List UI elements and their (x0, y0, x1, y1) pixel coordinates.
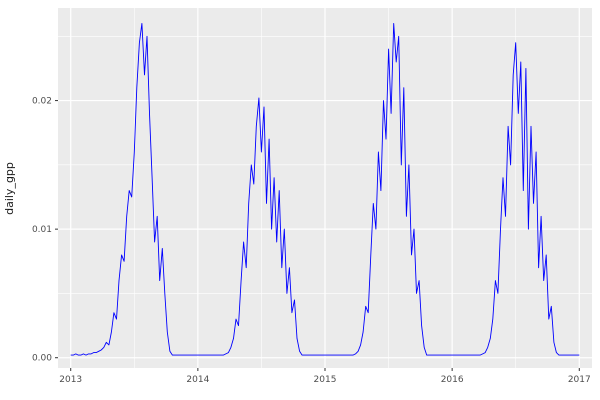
gpp-line-series (70, 22, 580, 356)
x-tick-label: 2014 (186, 375, 209, 385)
x-tick-label: 2013 (59, 375, 82, 385)
x-tick-label: 2016 (441, 375, 464, 385)
x-tick-label: 2017 (568, 375, 591, 385)
y-tick-label: 0.01 (32, 225, 52, 235)
y-tick-label: 0.00 (32, 354, 52, 364)
y-tick-label: 0.02 (32, 97, 52, 107)
x-tick-label: 2015 (314, 375, 337, 385)
